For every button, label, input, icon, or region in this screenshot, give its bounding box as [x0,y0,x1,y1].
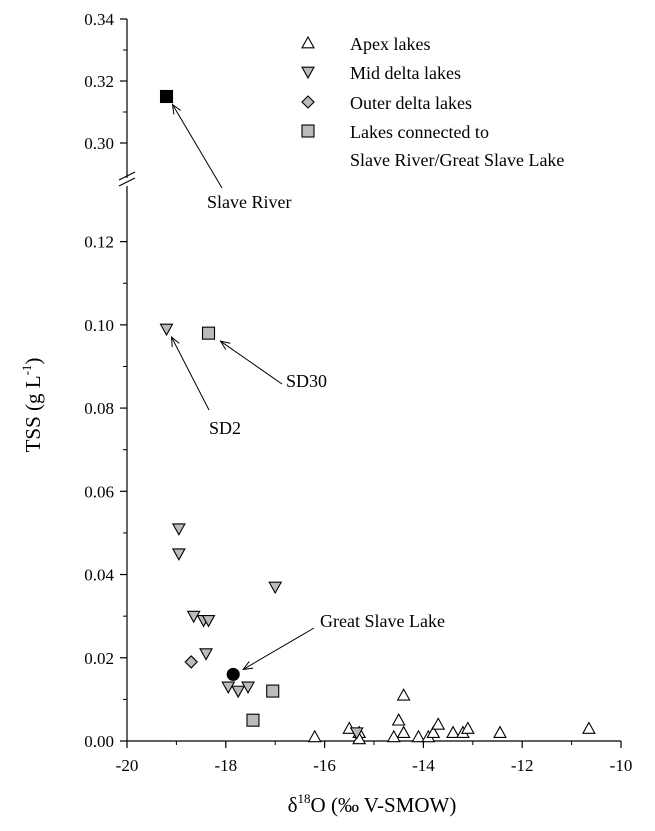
x-tick-label: -20 [116,756,139,775]
annotations: Slave River SD2 SD30 Great Slave Lake [170,103,445,671]
data-point-series-1 [221,681,236,695]
y-tick-label: 0.12 [84,233,114,252]
data-point-series-1 [159,323,174,337]
legend-marker-3 [301,124,315,138]
data-point-series-0 [307,729,322,743]
annotation-sd2-arrow-head [170,335,180,348]
data-point-series-1 [241,681,255,695]
x-tick-label: -16 [313,756,336,775]
annotation-sd2-arrow-line [171,336,210,411]
y-tick-label: 0.34 [84,10,114,29]
axis-break-mark [118,177,136,187]
data-point-series-3 [246,713,260,727]
x-tick-label: -18 [214,756,237,775]
legend-marker-1 [301,66,315,80]
data-point-slave-river [159,89,174,104]
tick-marks [120,18,622,748]
annotation-slave-river-arrow-head [171,103,181,115]
x-axis-title-delta: δ [288,793,298,817]
data-point-series-0 [493,725,507,739]
annotation-sd30-label: SD30 [286,371,327,391]
data-point-series-3 [266,684,280,698]
y-tick-label: 0.02 [84,649,114,668]
y-tick-label: 0.06 [84,482,114,501]
data-marks [159,89,596,745]
x-axis-title: δ18O (‰ V-SMOW) [288,791,457,817]
y-tick-label: 0.00 [84,732,114,751]
y-tick-label: 0.30 [84,134,114,153]
legend-label-3: Slave River/Great Slave Lake [350,150,564,170]
data-point-series-0 [460,721,475,734]
legend-label-2: Outer delta lakes [350,93,472,113]
data-point-series-3 [201,326,216,340]
data-point-series-0 [391,713,406,726]
y-tick-label: 0.32 [84,72,114,91]
data-point-series-0 [581,721,596,734]
data-point-series-0 [446,725,460,739]
legend-label-1: Mid delta lakes [350,63,461,83]
data-point-series-1 [268,581,283,595]
annotation-slave-river-arrow-line [172,104,223,189]
data-point-great-slave-lake [226,667,240,681]
data-point-series-0 [411,729,426,743]
legend-label-3: Lakes connected to [350,122,489,142]
y-axis-title-close: ) [21,358,45,365]
data-point-series-0 [396,725,411,739]
x-tick-label: -12 [511,756,534,775]
y-axis-title-sup: -1 [19,365,34,376]
y-axis-title-main: TSS (g L [21,375,45,452]
x-tick-label: -14 [412,756,435,775]
annotation-great-slave-lake-arrow-line [242,627,315,670]
annotation-slave-river-label: Slave River [207,192,291,212]
annotation-sd2-label: SD2 [209,418,241,438]
data-point-series-1 [349,727,364,740]
annotation-sd30-arrow-head [219,340,231,350]
legend-marker-0 [301,35,315,49]
data-point-series-0 [426,725,441,739]
data-point-series-1 [201,614,216,628]
axis-break-mark [118,171,136,181]
data-point-series-0 [396,688,411,701]
data-point-series-0 [386,729,401,743]
legend-marker-2 [301,95,315,109]
annotation-great-slave-lake-label: Great Slave Lake [320,611,445,631]
annotation-great-slave-lake-arrow-head [242,661,254,671]
data-point-series-1 [199,648,213,661]
data-point-series-1 [171,523,186,536]
x-tick-label: -10 [610,756,633,775]
tick-labels: -20 -18 -16 -14 -12 -10 0.00 0.02 0.04 0.06 0.08 0.… [84,10,632,775]
data-point-series-0 [431,717,446,730]
y-tick-label: 0.10 [84,316,114,335]
legend-label-0: Apex lakes [350,34,430,54]
legend: Apex lakes Mid delta lakes Outer delta lak… [301,34,564,170]
data-point-series-1 [186,610,201,624]
data-point-series-2 [184,655,198,669]
y-tick-label: 0.04 [84,566,114,585]
annotation-sd30-arrow-line [220,340,283,385]
x-axis-title-rest: O (‰ V-SMOW) [311,793,457,817]
y-tick-label: 0.08 [84,399,114,418]
data-point-series-1 [171,548,186,561]
y-axis-title: TSS (g L-1) [19,358,45,453]
data-point-series-1 [231,685,246,699]
x-axis-title-sup: 18 [298,791,311,806]
